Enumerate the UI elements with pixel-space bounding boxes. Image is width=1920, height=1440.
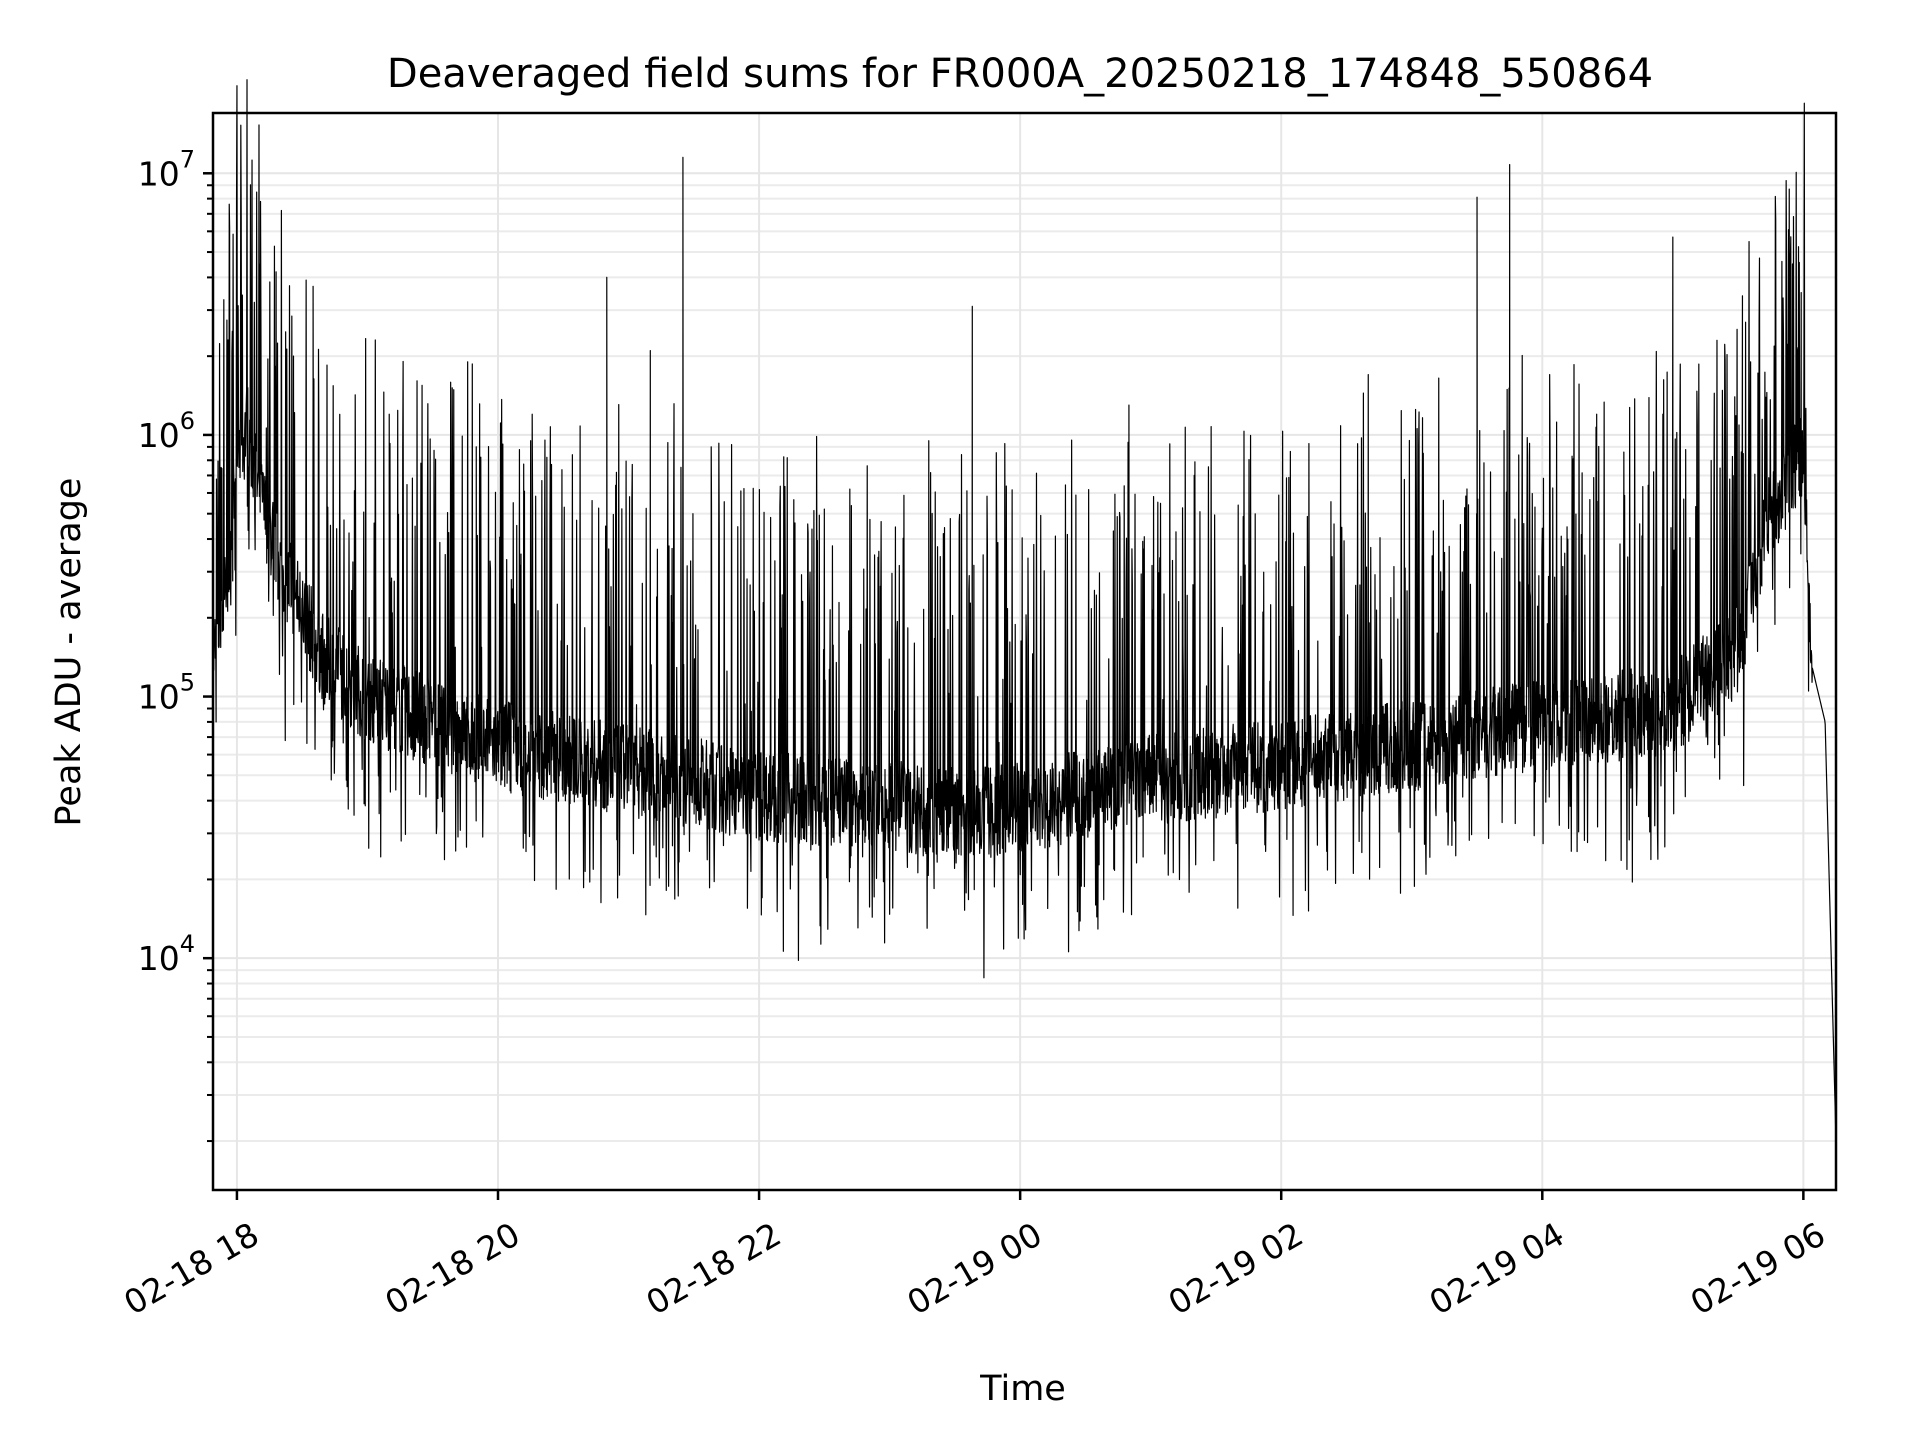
y-axis-label: Peak ADU - average	[49, 478, 89, 827]
y-tick-label: 106	[138, 407, 195, 455]
y-axis: 104 105 106 107	[138, 145, 213, 1143]
series-line	[212, 79, 1837, 1142]
x-axis-label: Time	[979, 1369, 1066, 1409]
series-path	[212, 79, 1837, 1142]
y-tick-label: 104	[138, 930, 195, 978]
y-tick-label: 107	[138, 145, 195, 193]
plot-frame	[211, 111, 1838, 1192]
y-tick-label: 105	[138, 669, 195, 717]
chart-title: Deaveraged field sums for FR000A_2025021…	[387, 51, 1653, 97]
